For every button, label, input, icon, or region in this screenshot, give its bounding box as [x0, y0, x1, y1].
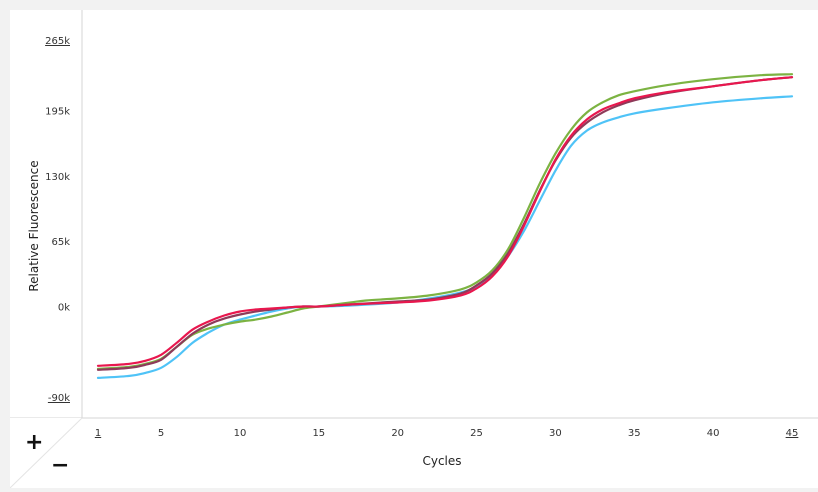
y-tick-label: 195k — [45, 106, 70, 117]
x-tick-label: 15 — [312, 428, 325, 439]
zoom-in-button[interactable]: + — [25, 430, 44, 455]
chart: Relative Fluorescence Cycles -90k0k65k13… — [10, 10, 818, 468]
y-tick-label: 130k — [45, 172, 70, 183]
zoom-out-button[interactable]: − — [51, 453, 70, 478]
x-tick-label: 10 — [234, 428, 247, 439]
y-tick-labels: -90k 0k 65k 130k 195k 265k — [45, 36, 70, 404]
x-tick-label: 35 — [628, 428, 641, 439]
x-tick-label: 1 — [95, 428, 101, 439]
x-tick-label: 40 — [707, 428, 720, 439]
y-tick-label: -90k — [48, 393, 70, 404]
y-tick-label: 0k — [58, 302, 70, 313]
chart-panel: Relative Fluorescence Cycles -90k 0k 65k 13… — [10, 10, 818, 488]
zoom-divider — [10, 418, 82, 488]
y-tick-label: 265k — [45, 36, 70, 47]
series-line-3 — [96, 76, 794, 371]
series-line-2 — [96, 73, 794, 370]
x-axis-label: Cycles — [422, 454, 461, 468]
y-axis-label: Relative Fluorescence — [27, 160, 41, 291]
series-lines — [96, 73, 794, 379]
y-tick-label: 65k — [51, 237, 70, 248]
x-tick-label: 25 — [470, 428, 483, 439]
x-tick-labels: 1 5 10 15 20 25 30 35 40 45 — [95, 428, 799, 439]
x-tick-label: 5 — [158, 428, 164, 439]
x-tick-label: 30 — [549, 428, 562, 439]
series-line-1 — [96, 95, 794, 379]
zoom-controls: + − — [10, 418, 82, 488]
x-tick-label: 45 — [786, 428, 799, 439]
x-tick-label: 20 — [391, 428, 404, 439]
series-line-4 — [96, 76, 794, 367]
